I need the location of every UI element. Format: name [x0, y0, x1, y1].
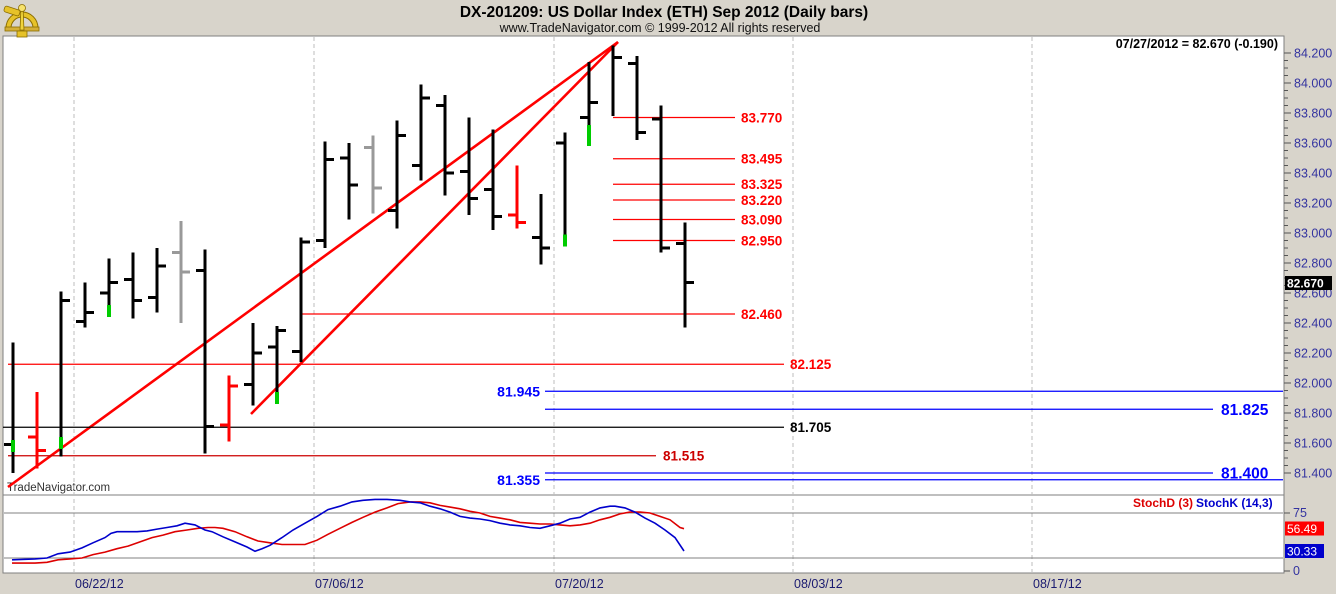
- stoch-axis-label: 0: [1293, 564, 1300, 578]
- price-panel: [2, 35, 1285, 496]
- stochk-line: [11, 498, 685, 561]
- last-price-badge: 82.670: [1285, 276, 1332, 291]
- price-axis-label: 81.600: [1294, 437, 1332, 451]
- price-axis-label: 81.800: [1294, 407, 1332, 421]
- chart-subtitle: www.TradeNavigator.com © 1999-2012 All r…: [499, 21, 821, 35]
- level-label: 82.460: [741, 307, 782, 322]
- date-axis-label: 06/22/12: [75, 577, 124, 591]
- stochastic-panel: [2, 494, 1285, 574]
- stochd-line: [12, 501, 685, 564]
- stochk-badge-value: 30.33: [1287, 545, 1317, 559]
- price-axis-label: 82.400: [1294, 317, 1332, 331]
- level-label: 81.400: [1221, 466, 1268, 483]
- level-label: 81.705: [790, 420, 832, 435]
- price-axis-label: 81.400: [1294, 467, 1332, 481]
- level-label: 82.950: [741, 233, 782, 248]
- level-label: 81.515: [663, 449, 705, 464]
- generated-chart-content: 06/22/12 07/06/12 07/20/12 08/03/12 08/17/12…: [3, 37, 1332, 591]
- stochd-value-badge: 56.49: [1285, 521, 1324, 536]
- date-axis-label: 08/03/12: [794, 577, 843, 591]
- level-label: 81.355: [497, 472, 540, 488]
- stochk-value-badge: 30.33: [1285, 544, 1324, 559]
- last-price-badge-value: 82.670: [1287, 277, 1324, 291]
- price-axis-label: 83.200: [1294, 197, 1332, 211]
- price-axis-label: 83.400: [1294, 167, 1332, 181]
- level-label: 81.945: [497, 383, 540, 399]
- level-label: 83.090: [741, 212, 782, 227]
- price-axis-label: 82.200: [1294, 347, 1332, 361]
- level-label: 82.125: [790, 357, 832, 372]
- date-axis-label: 07/20/12: [555, 577, 604, 591]
- level-label: 83.495: [741, 152, 783, 167]
- price-axis-label: 84.200: [1294, 47, 1332, 61]
- date-axis-label: 08/17/12: [1033, 577, 1082, 591]
- trendline: [250, 41, 619, 415]
- price-axis-label: 83.000: [1294, 227, 1332, 241]
- trendline: [7, 40, 619, 489]
- chart-title: DX-201209: US Dollar Index (ETH) Sep 201…: [460, 4, 868, 21]
- trade-navigator-logo-icon: [3, 4, 40, 38]
- level-label: 83.220: [741, 193, 782, 208]
- price-axis-label: 84.000: [1294, 77, 1332, 91]
- last-quote-readout: 07/27/2012 = 82.670 (-0.190): [1116, 37, 1278, 51]
- stoch-axis-label: 75: [1293, 506, 1307, 520]
- price-axis-label: 83.800: [1294, 107, 1332, 121]
- price-axis-label: 82.800: [1294, 257, 1332, 271]
- price-axis-label: 82.000: [1294, 377, 1332, 391]
- stochd-badge-value: 56.49: [1287, 522, 1317, 536]
- stochd-legend-label: StochD (3): [1133, 496, 1193, 510]
- watermark: TradeNavigator.com: [7, 482, 110, 494]
- stochk-legend-label: StochK (14,3): [1196, 496, 1273, 510]
- level-label: 83.770: [741, 110, 782, 125]
- level-label: 83.325: [741, 177, 783, 192]
- date-axis-label: 07/06/12: [315, 577, 364, 591]
- level-label: 81.825: [1221, 402, 1269, 419]
- price-axis-label: 83.600: [1294, 137, 1332, 151]
